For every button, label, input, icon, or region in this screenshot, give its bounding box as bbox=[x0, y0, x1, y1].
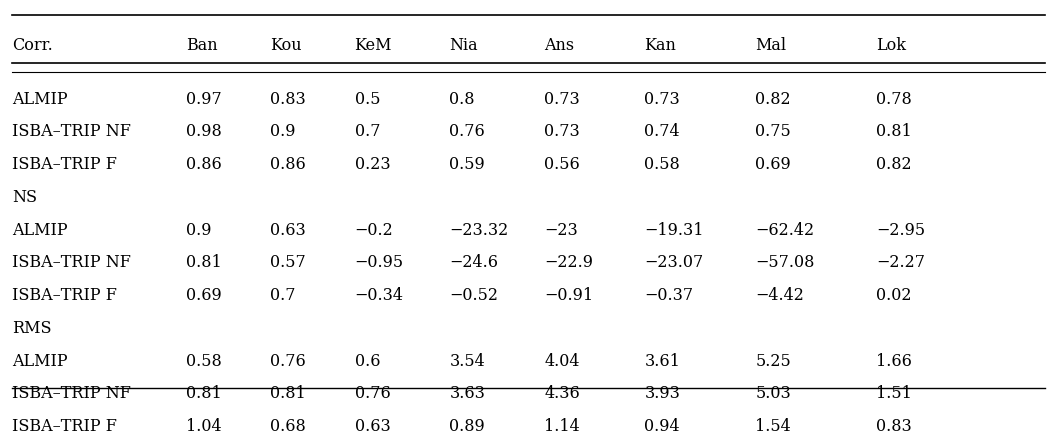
Text: 0.94: 0.94 bbox=[645, 418, 680, 433]
Text: 0.97: 0.97 bbox=[186, 90, 222, 108]
Text: −0.52: −0.52 bbox=[449, 287, 499, 304]
Text: 0.68: 0.68 bbox=[271, 418, 305, 433]
Text: ISBA–TRIP NF: ISBA–TRIP NF bbox=[12, 254, 131, 271]
Text: 3.63: 3.63 bbox=[449, 385, 485, 402]
Text: 0.23: 0.23 bbox=[354, 156, 390, 173]
Text: 1.54: 1.54 bbox=[755, 418, 791, 433]
Text: −57.08: −57.08 bbox=[755, 254, 815, 271]
Text: 0.73: 0.73 bbox=[544, 123, 580, 140]
Text: 0.73: 0.73 bbox=[544, 90, 580, 108]
Text: −4.42: −4.42 bbox=[755, 287, 804, 304]
Text: ISBA–TRIP NF: ISBA–TRIP NF bbox=[12, 385, 131, 402]
Text: Nia: Nia bbox=[449, 37, 478, 54]
Text: 3.61: 3.61 bbox=[645, 352, 681, 370]
Text: KeM: KeM bbox=[354, 37, 392, 54]
Text: 0.9: 0.9 bbox=[271, 123, 296, 140]
Text: 0.76: 0.76 bbox=[354, 385, 390, 402]
Text: ISBA–TRIP F: ISBA–TRIP F bbox=[12, 418, 117, 433]
Text: 1.14: 1.14 bbox=[544, 418, 580, 433]
Text: 0.81: 0.81 bbox=[186, 254, 222, 271]
Text: 0.57: 0.57 bbox=[271, 254, 305, 271]
Text: Ban: Ban bbox=[186, 37, 218, 54]
Text: 1.51: 1.51 bbox=[876, 385, 912, 402]
Text: 0.81: 0.81 bbox=[876, 123, 912, 140]
Text: 0.83: 0.83 bbox=[876, 418, 912, 433]
Text: 0.69: 0.69 bbox=[755, 156, 791, 173]
Text: 0.98: 0.98 bbox=[186, 123, 222, 140]
Text: −0.2: −0.2 bbox=[354, 222, 393, 239]
Text: RMS: RMS bbox=[12, 320, 52, 337]
Text: 0.56: 0.56 bbox=[544, 156, 580, 173]
Text: 0.83: 0.83 bbox=[271, 90, 305, 108]
Text: −23.07: −23.07 bbox=[645, 254, 704, 271]
Text: −62.42: −62.42 bbox=[755, 222, 814, 239]
Text: 0.76: 0.76 bbox=[271, 352, 305, 370]
Text: Kou: Kou bbox=[271, 37, 302, 54]
Text: Kan: Kan bbox=[645, 37, 676, 54]
Text: ISBA–TRIP F: ISBA–TRIP F bbox=[12, 287, 117, 304]
Text: −23: −23 bbox=[544, 222, 578, 239]
Text: −2.95: −2.95 bbox=[876, 222, 926, 239]
Text: 0.81: 0.81 bbox=[271, 385, 305, 402]
Text: 5.03: 5.03 bbox=[755, 385, 791, 402]
Text: 0.76: 0.76 bbox=[449, 123, 485, 140]
Text: 3.93: 3.93 bbox=[645, 385, 681, 402]
Text: −22.9: −22.9 bbox=[544, 254, 593, 271]
Text: 0.6: 0.6 bbox=[354, 352, 381, 370]
Text: ISBA–TRIP NF: ISBA–TRIP NF bbox=[12, 123, 131, 140]
Text: −24.6: −24.6 bbox=[449, 254, 499, 271]
Text: Lok: Lok bbox=[876, 37, 907, 54]
Text: Corr.: Corr. bbox=[12, 37, 53, 54]
Text: 1.04: 1.04 bbox=[186, 418, 222, 433]
Text: 0.58: 0.58 bbox=[645, 156, 681, 173]
Text: 0.63: 0.63 bbox=[354, 418, 390, 433]
Text: 0.78: 0.78 bbox=[876, 90, 912, 108]
Text: 0.86: 0.86 bbox=[271, 156, 305, 173]
Text: 0.7: 0.7 bbox=[271, 287, 296, 304]
Text: ALMIP: ALMIP bbox=[12, 222, 68, 239]
Text: −23.32: −23.32 bbox=[449, 222, 508, 239]
Text: −0.95: −0.95 bbox=[354, 254, 404, 271]
Text: 4.36: 4.36 bbox=[544, 385, 580, 402]
Text: 0.63: 0.63 bbox=[271, 222, 305, 239]
Text: 0.5: 0.5 bbox=[354, 90, 381, 108]
Text: −19.31: −19.31 bbox=[645, 222, 704, 239]
Text: ALMIP: ALMIP bbox=[12, 90, 68, 108]
Text: 0.59: 0.59 bbox=[449, 156, 485, 173]
Text: Ans: Ans bbox=[544, 37, 574, 54]
Text: 0.81: 0.81 bbox=[186, 385, 222, 402]
Text: −2.27: −2.27 bbox=[876, 254, 925, 271]
Text: 0.9: 0.9 bbox=[186, 222, 211, 239]
Text: 0.74: 0.74 bbox=[645, 123, 680, 140]
Text: ISBA–TRIP F: ISBA–TRIP F bbox=[12, 156, 117, 173]
Text: 3.54: 3.54 bbox=[449, 352, 485, 370]
Text: Mal: Mal bbox=[755, 37, 786, 54]
Text: 0.7: 0.7 bbox=[354, 123, 381, 140]
Text: 0.82: 0.82 bbox=[755, 90, 791, 108]
Text: 0.69: 0.69 bbox=[186, 287, 222, 304]
Text: 0.89: 0.89 bbox=[449, 418, 485, 433]
Text: −0.34: −0.34 bbox=[354, 287, 404, 304]
Text: 4.04: 4.04 bbox=[544, 352, 580, 370]
Text: −0.91: −0.91 bbox=[544, 287, 593, 304]
Text: 0.82: 0.82 bbox=[876, 156, 912, 173]
Text: −0.37: −0.37 bbox=[645, 287, 693, 304]
Text: 0.58: 0.58 bbox=[186, 352, 222, 370]
Text: 1.66: 1.66 bbox=[876, 352, 912, 370]
Text: 0.73: 0.73 bbox=[645, 90, 681, 108]
Text: 0.02: 0.02 bbox=[876, 287, 912, 304]
Text: ALMIP: ALMIP bbox=[12, 352, 68, 370]
Text: 0.75: 0.75 bbox=[755, 123, 791, 140]
Text: NS: NS bbox=[12, 189, 37, 206]
Text: 0.8: 0.8 bbox=[449, 90, 475, 108]
Text: 5.25: 5.25 bbox=[755, 352, 791, 370]
Text: 0.86: 0.86 bbox=[186, 156, 222, 173]
